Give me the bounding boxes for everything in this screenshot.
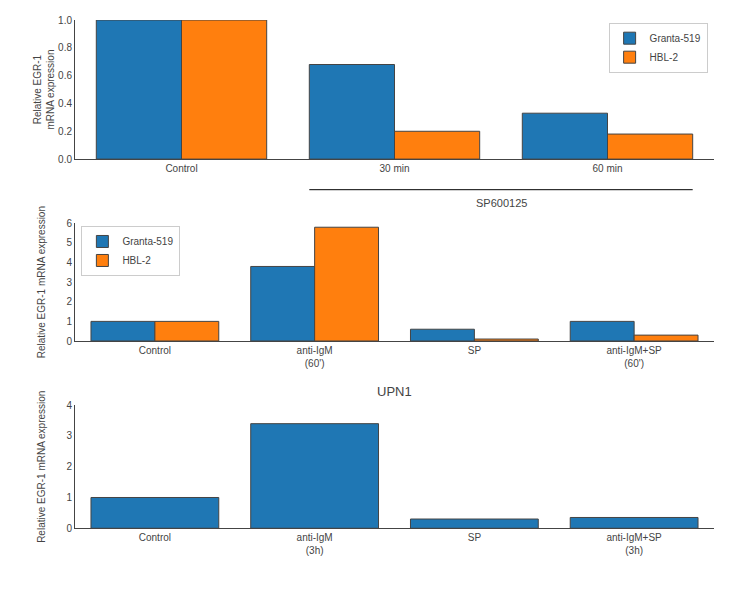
svg-text:UPN1: UPN1 — [377, 384, 412, 399]
svg-text:HBL-2: HBL-2 — [122, 255, 151, 266]
svg-text:anti-IgM(3h): anti-IgM(3h) — [297, 532, 333, 556]
svg-text:0: 0 — [66, 336, 72, 347]
svg-text:anti-IgM+SP(60'): anti-IgM+SP(60') — [606, 345, 662, 369]
svg-text:SP600125: SP600125 — [476, 197, 527, 209]
svg-text:30 min: 30 min — [379, 163, 409, 174]
svg-text:anti-IgM(60'): anti-IgM(60') — [297, 345, 333, 369]
svg-text:0.2: 0.2 — [58, 126, 72, 137]
svg-text:HBL-2: HBL-2 — [650, 52, 679, 63]
svg-text:Granta-519: Granta-519 — [122, 236, 173, 247]
svg-text:4: 4 — [66, 257, 72, 268]
svg-text:0.6: 0.6 — [58, 70, 72, 81]
svg-text:6: 6 — [66, 218, 72, 229]
svg-text:1: 1 — [66, 316, 72, 327]
svg-text:Control: Control — [139, 532, 171, 543]
svg-text:SP: SP — [468, 345, 482, 356]
svg-text:SP: SP — [468, 532, 482, 543]
svg-text:Relative EGR-1mRNA expression: Relative EGR-1mRNA expression — [32, 50, 56, 130]
svg-text:0: 0 — [66, 523, 72, 534]
svg-text:2: 2 — [66, 461, 72, 472]
svg-text:Control: Control — [165, 163, 197, 174]
svg-text:0.4: 0.4 — [58, 98, 72, 109]
svg-text:anti-IgM+SP(3h): anti-IgM+SP(3h) — [606, 532, 662, 556]
svg-text:0.8: 0.8 — [58, 42, 72, 53]
svg-text:3: 3 — [66, 430, 72, 441]
svg-text:4: 4 — [66, 400, 72, 411]
svg-text:1: 1 — [66, 492, 72, 503]
svg-text:5: 5 — [66, 237, 72, 248]
svg-text:Granta-519: Granta-519 — [650, 33, 701, 44]
svg-text:1.0: 1.0 — [58, 15, 72, 26]
svg-text:Relative EGR-1 mRNA expression: Relative EGR-1 mRNA expression — [36, 206, 47, 358]
svg-text:0.0: 0.0 — [58, 154, 72, 165]
svg-text:2: 2 — [66, 296, 72, 307]
svg-text:Control: Control — [139, 345, 171, 356]
svg-text:3: 3 — [66, 277, 72, 288]
svg-text:Relative EGR-1 mRNA expression: Relative EGR-1 mRNA expression — [36, 391, 47, 543]
svg-text:60 min: 60 min — [592, 163, 622, 174]
